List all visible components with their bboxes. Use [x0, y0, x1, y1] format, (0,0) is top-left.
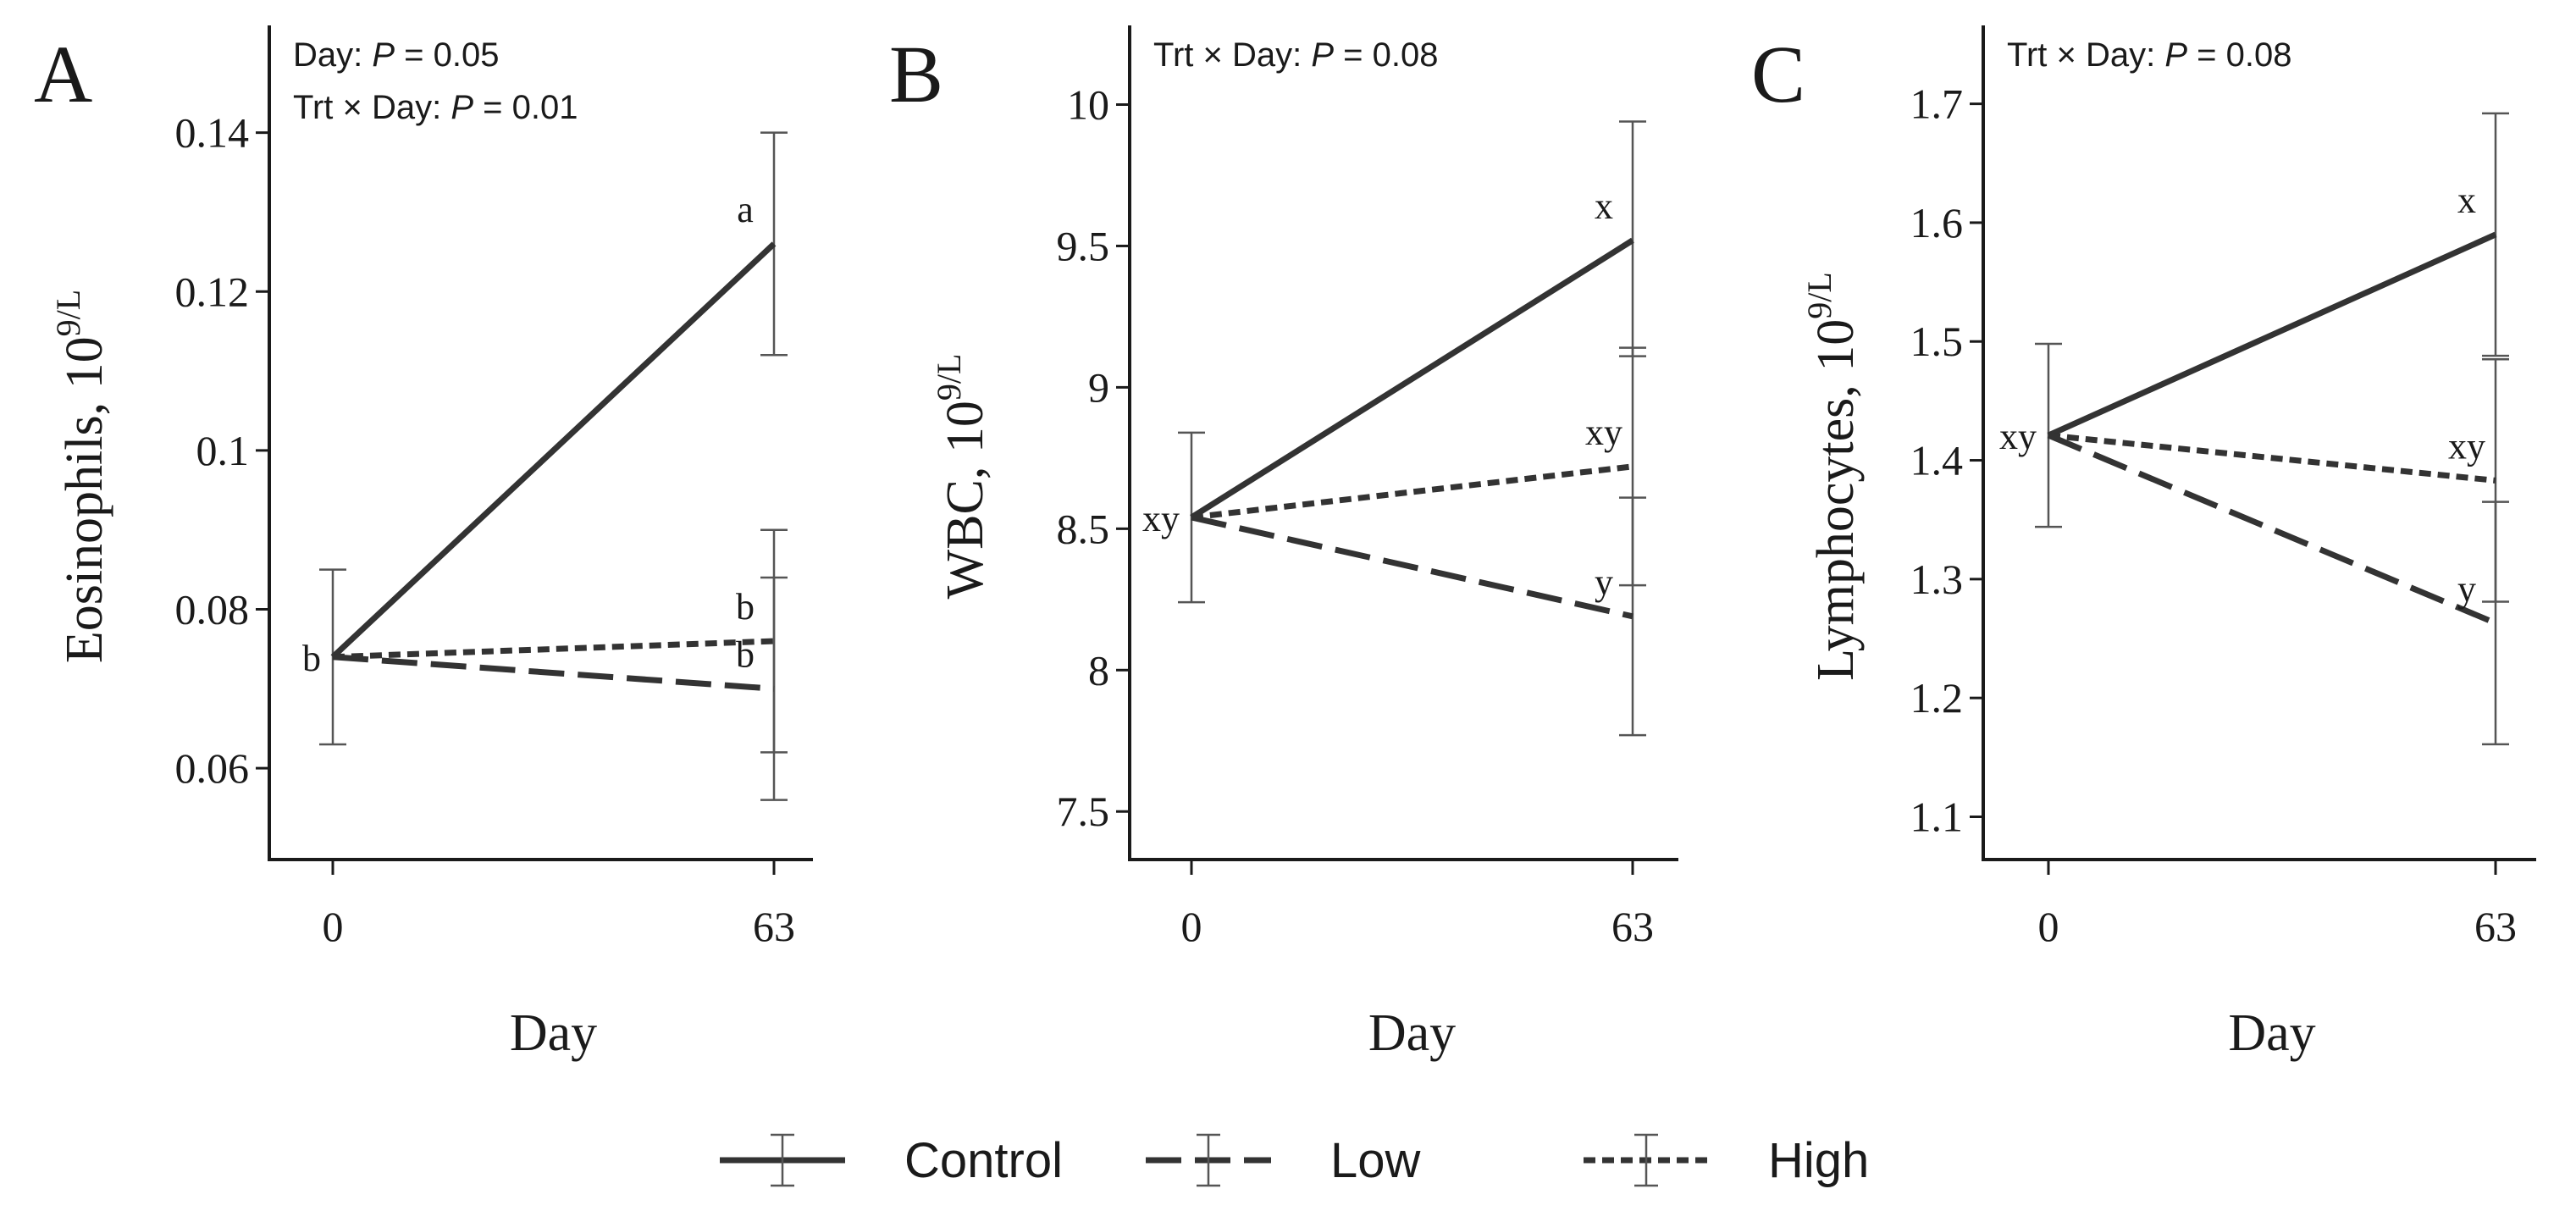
- x-tick-label: 63: [753, 903, 795, 950]
- point-label: y: [2457, 568, 2476, 610]
- y-tick-label: 1.7: [1910, 80, 1964, 128]
- series-line-high: [332, 638, 775, 661]
- x-tick-label: 63: [2474, 903, 2517, 950]
- panel-letter: A: [34, 29, 92, 119]
- y-tick-label: 0.12: [175, 268, 250, 315]
- x-tick-label: 0: [323, 903, 344, 950]
- series-line-low: [1191, 514, 1633, 620]
- y-axis-title-superscript: 9/L: [49, 290, 87, 337]
- y-axis-title-text: Lymphocytes, 10: [1807, 319, 1865, 681]
- y-axis-title: Lymphocytes, 109/L: [1800, 272, 1865, 681]
- y-tick-label: 1.3: [1910, 556, 1964, 603]
- panel-C: 1.1 1.2 1.3 1.4 1.5 1.6 1.7 0 63 Day Lymphocytes, …: [1751, 25, 2536, 1062]
- y-tick-label: 8.5: [1057, 505, 1110, 552]
- point-label: xy: [1999, 416, 2037, 457]
- point-label: xy: [1585, 412, 1622, 453]
- y-tick-label: 0.06: [175, 744, 250, 792]
- y-tick-label: 1.1: [1910, 793, 1964, 840]
- p-value-annotation: Trt × Day: P = 0.08: [1153, 36, 1438, 74]
- y-axis-title-superscript: 9/L: [930, 354, 968, 401]
- y-tick-label: 0.08: [175, 586, 250, 633]
- y-tick-label: 8: [1088, 646, 1109, 694]
- point-label: a: [737, 189, 754, 230]
- p-value-annotation: Trt × Day: P = 0.01: [293, 89, 578, 126]
- y-tick-label: 9: [1088, 363, 1109, 411]
- point-label: b: [736, 586, 755, 628]
- y-tick-label: 1.4: [1910, 437, 1964, 484]
- series-line-low: [2047, 432, 2497, 627]
- panel-letter: B: [889, 29, 943, 119]
- point-label: x: [2457, 180, 2476, 221]
- p-value-annotation: Day: P = 0.05: [293, 36, 499, 74]
- point-label: xy: [1142, 498, 1180, 539]
- legend-item-control: Control: [720, 1133, 1063, 1188]
- y-axis-title: Eosinophils, 109/L: [49, 290, 113, 663]
- series-line-low: [332, 654, 775, 692]
- point-label: y: [1595, 561, 1613, 603]
- p-value-annotation: Trt × Day: P = 0.08: [2007, 36, 2291, 74]
- x-tick-label: 0: [1181, 903, 1202, 950]
- error-bar: [1619, 120, 1646, 357]
- y-tick-label: 10: [1067, 80, 1109, 128]
- y-axis-title: WBC, 109/L: [930, 354, 994, 600]
- point-label: xy: [2448, 425, 2485, 467]
- x-axis-title: Day: [1368, 1004, 1456, 1062]
- y-tick-label: 1.2: [1910, 674, 1964, 722]
- series-line-high: [2048, 432, 2496, 484]
- y-axis-title-text: Eosinophils, 10: [56, 336, 113, 663]
- legend: Control Low High: [720, 1133, 1869, 1188]
- y-axis-title-text: WBC, 10: [937, 401, 994, 599]
- series-line-control: [2047, 231, 2497, 439]
- point-label: b: [302, 638, 321, 679]
- y-axis-title-superscript: 9/L: [1800, 272, 1838, 319]
- y-tick-label: 0.14: [175, 109, 250, 157]
- error-bar: [1619, 346, 1646, 587]
- x-axis-title: Day: [510, 1004, 597, 1062]
- series-line-control: [1190, 237, 1634, 520]
- legend-label: Control: [904, 1133, 1063, 1188]
- y-tick-label: 9.5: [1057, 222, 1110, 269]
- x-tick-label: 63: [1611, 903, 1654, 950]
- x-tick-label: 0: [2038, 903, 2059, 950]
- y-tick-label: 1.6: [1910, 199, 1964, 246]
- chart-panels: 0.06 0.08 0.1 0.12 0.14 0 63 Day Eosinophils, 10…: [34, 25, 2536, 1062]
- legend-label: Low: [1330, 1133, 1422, 1188]
- point-label: x: [1595, 185, 1613, 227]
- y-tick-label: 1.5: [1910, 318, 1964, 365]
- panel-B: 7.5 8 8.5 9 9.5 10 0 63 Day WBC, 109/L B Trt × Day:…: [889, 25, 1678, 1062]
- legend-item-low: Low: [1146, 1133, 1422, 1188]
- panel-letter: C: [1751, 29, 1805, 119]
- series-line-control: [330, 241, 777, 660]
- panel-A: 0.06 0.08 0.1 0.12 0.14 0 63 Day Eosinophils, 10…: [34, 25, 813, 1062]
- y-tick-label: 7.5: [1057, 788, 1110, 835]
- point-label: b: [736, 633, 755, 675]
- y-tick-label: 0.1: [196, 427, 250, 474]
- legend-label: High: [1768, 1133, 1869, 1188]
- x-axis-title: Day: [2228, 1004, 2315, 1062]
- error-bar: [760, 528, 788, 754]
- legend-item-high: High: [1584, 1133, 1869, 1188]
